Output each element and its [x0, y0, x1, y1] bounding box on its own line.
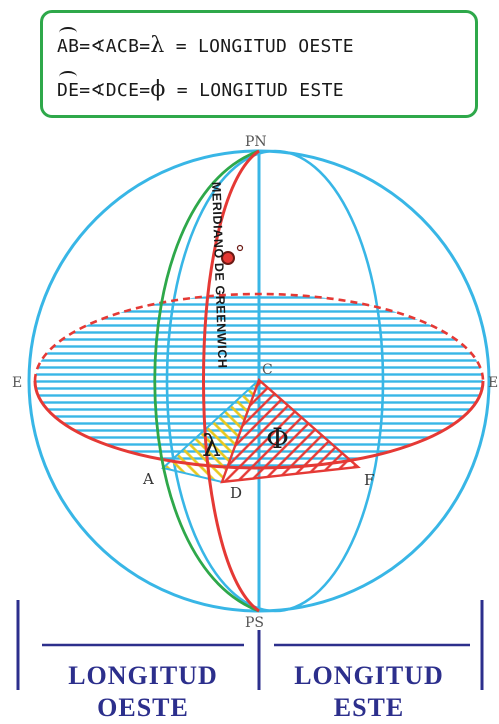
meridian-label: MERIDIANO DE GREENWICH — [209, 182, 230, 369]
phi-triangle — [220, 377, 361, 484]
point-f: F — [364, 471, 374, 489]
longitud-este-line2: ESTE — [333, 693, 405, 722]
arc-de: DE — [57, 71, 80, 101]
point-c: C — [262, 362, 273, 378]
longitud-este-label: LONGITUD ESTE — [266, 660, 472, 724]
phi-symbol: ϕ — [150, 77, 166, 102]
greenwich-meridian — [153, 149, 260, 613]
longitud-oeste-line2: OESTE — [97, 693, 189, 722]
point-pn: PN — [245, 134, 267, 150]
point-ps: PS — [245, 615, 264, 631]
arc-ab: AB — [57, 27, 80, 57]
longitud-este-text: = LONGITUD ESTE — [165, 80, 344, 101]
greenwich-point — [221, 251, 235, 265]
greenwich-point-small — [236, 244, 244, 252]
angle-dce: =∢DCE= — [79, 80, 151, 101]
equator-back — [33, 292, 485, 382]
point-e-left: E — [12, 375, 22, 391]
longitud-oeste-text: = LONGITUD OESTE — [164, 36, 354, 57]
angle-acb: =∢ACB= — [79, 36, 151, 57]
lambda-label: λ — [202, 429, 221, 464]
point-d: D — [230, 484, 242, 502]
right-meridian — [165, 149, 385, 613]
longitud-oeste-label: LONGITUD OESTE — [40, 660, 246, 724]
equator-front — [33, 380, 485, 470]
formula-line-west: AB=∢ACB=λ = LONGITUD OESTE — [57, 27, 354, 58]
lambda-symbol: λ — [150, 33, 165, 58]
point-e-right: E — [488, 375, 498, 391]
point-a: A — [142, 470, 154, 488]
longitud-oeste-line1: LONGITUD — [68, 661, 218, 690]
longitud-este-line1: LONGITUD — [294, 661, 444, 690]
red-meridian — [202, 149, 260, 613]
formula-line-east: DE=∢DCE=ϕ = LONGITUD ESTE — [57, 71, 344, 102]
formula-box: AB=∢ACB=λ = LONGITUD OESTE DE=∢DCE=ϕ = L… — [40, 10, 478, 118]
phi-label: Φ — [266, 422, 289, 455]
